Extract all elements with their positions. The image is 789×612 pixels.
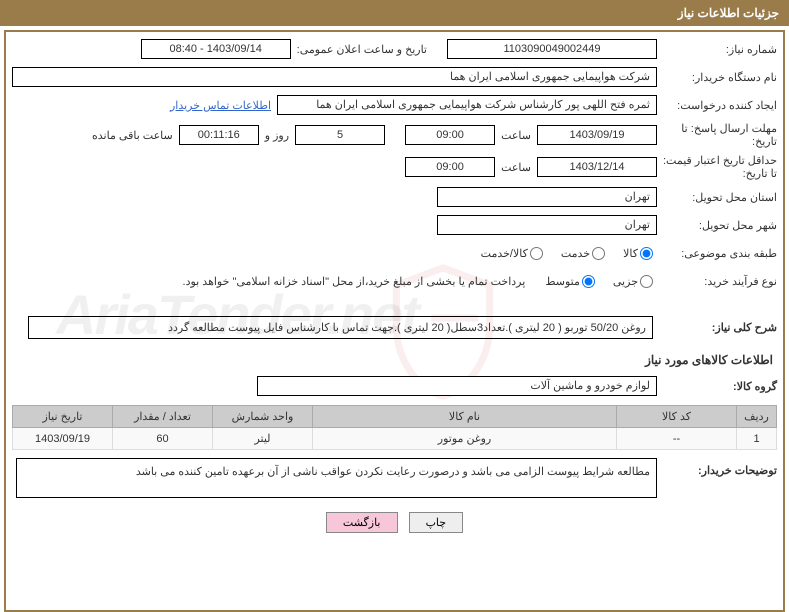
- label-proc-medium: متوسط: [545, 275, 580, 288]
- field-need-no: 1103090049002449: [447, 39, 657, 59]
- label-cat-service: خدمت: [561, 247, 590, 260]
- th-name: نام کالا: [313, 406, 617, 428]
- cell-code: --: [617, 428, 737, 450]
- row-category: طبقه بندی موضوعی: کالا خدمت کالا/خدمت: [12, 242, 777, 264]
- cell-name: روغن موتور: [313, 428, 617, 450]
- label-goods-group: گروه کالا:: [657, 380, 777, 393]
- cell-qty: 60: [113, 428, 213, 450]
- label-cat-goods: کالا: [623, 247, 638, 260]
- label-hour-2: ساعت: [501, 161, 531, 174]
- row-buyer-notes: توضیحات خریدار: مطالعه شرایط پیوست الزام…: [12, 458, 777, 498]
- print-button[interactable]: چاپ: [409, 512, 464, 533]
- field-requester: ثمره فتح اللهی پور کارشناس شرکت هواپیمای…: [277, 95, 657, 115]
- label-cat-both: کالا/خدمت: [481, 247, 528, 260]
- label-validity: حداقل تاریخ اعتبار قیمت: تا تاریخ:: [657, 154, 777, 180]
- table-row: 1 -- روغن موتور لیتر 60 1403/09/19: [13, 428, 777, 450]
- field-reply-time: 09:00: [405, 125, 495, 145]
- label-remaining: ساعت باقی مانده: [92, 129, 173, 142]
- field-buyer-org: شرکت هواپیمایی جمهوری اسلامی ایران هما: [12, 67, 657, 87]
- button-row: چاپ بازگشت: [12, 512, 777, 533]
- row-reply-deadline: مهلت ارسال پاسخ: تا تاریخ: 1403/09/19 سا…: [12, 122, 777, 148]
- back-button[interactable]: بازگشت: [326, 512, 398, 533]
- th-code: کد کالا: [617, 406, 737, 428]
- goods-table: ردیف کد کالا نام کالا واحد شمارش تعداد /…: [12, 405, 777, 450]
- row-need-no: شماره نیاز: 1103090049002449 تاریخ و ساع…: [12, 38, 777, 60]
- field-goods-group: لوازم خودرو و ماشین آلات: [257, 376, 657, 396]
- row-province: استان محل تحویل: تهران: [12, 186, 777, 208]
- row-validity: حداقل تاریخ اعتبار قیمت: تا تاریخ: 1403/…: [12, 154, 777, 180]
- link-buyer-contact[interactable]: اطلاعات تماس خریدار: [170, 99, 271, 112]
- label-need-no: شماره نیاز:: [657, 43, 777, 56]
- field-validity-time: 09:00: [405, 157, 495, 177]
- radio-medium[interactable]: [582, 275, 595, 288]
- radio-both[interactable]: [530, 247, 543, 260]
- field-province: تهران: [437, 187, 657, 207]
- field-buyer-notes: مطالعه شرایط پیوست الزامی می باشد و درصو…: [16, 458, 657, 498]
- row-summary: شرح کلی نیاز: روغن 50/20 توربو ( 20 لیتر…: [12, 316, 777, 339]
- section-goods-info: اطلاعات کالاهای مورد نیاز: [16, 353, 773, 367]
- label-proc-type: نوع فرآیند خرید:: [657, 275, 777, 288]
- field-remain-time: 00:11:16: [179, 125, 259, 145]
- label-buyer-notes: توضیحات خریدار:: [657, 458, 777, 498]
- label-province: استان محل تحویل:: [657, 191, 777, 204]
- label-requester: ایجاد کننده درخواست:: [657, 99, 777, 112]
- pay-note: پرداخت تمام یا بخشی از مبلغ خرید،از محل …: [183, 275, 526, 288]
- field-announce-dt: 1403/09/14 - 08:40: [141, 39, 291, 59]
- header-title: جزئیات اطلاعات نیاز: [678, 6, 779, 20]
- label-announce-dt: تاریخ و ساعت اعلان عمومی:: [297, 43, 427, 56]
- label-day-and: روز و: [265, 129, 289, 142]
- cell-unit: لیتر: [213, 428, 313, 450]
- field-reply-date: 1403/09/19: [537, 125, 657, 145]
- row-goods-group: گروه کالا: لوازم خودرو و ماشین آلات: [12, 375, 777, 397]
- th-unit: واحد شمارش: [213, 406, 313, 428]
- label-proc-partial: جزیی: [613, 275, 638, 288]
- table-header-row: ردیف کد کالا نام کالا واحد شمارش تعداد /…: [13, 406, 777, 428]
- cell-need-date: 1403/09/19: [13, 428, 113, 450]
- th-need-date: تاریخ نیاز: [13, 406, 113, 428]
- cell-row: 1: [737, 428, 777, 450]
- row-requester: ایجاد کننده درخواست: ثمره فتح اللهی پور …: [12, 94, 777, 116]
- main-panel: AriaTender.net شماره نیاز: 1103090049002…: [4, 30, 785, 612]
- row-buyer-org: نام دستگاه خریدار: شرکت هواپیمایی جمهوری…: [12, 66, 777, 88]
- th-qty: تعداد / مقدار: [113, 406, 213, 428]
- label-hour-1: ساعت: [501, 129, 531, 142]
- label-city: شهر محل تحویل:: [657, 219, 777, 232]
- radio-partial[interactable]: [640, 275, 653, 288]
- field-summary: روغن 50/20 توربو ( 20 لیتری ).تعداد3سطل(…: [28, 316, 653, 339]
- header-bar: جزئیات اطلاعات نیاز: [0, 0, 789, 26]
- label-buyer-org: نام دستگاه خریدار:: [657, 71, 777, 84]
- row-city: شهر محل تحویل: تهران: [12, 214, 777, 236]
- label-category: طبقه بندی موضوعی:: [657, 247, 777, 260]
- radio-service[interactable]: [592, 247, 605, 260]
- radio-goods[interactable]: [640, 247, 653, 260]
- label-summary: شرح کلی نیاز:: [657, 321, 777, 334]
- label-reply-deadline: مهلت ارسال پاسخ: تا تاریخ:: [657, 122, 777, 148]
- field-city: تهران: [437, 215, 657, 235]
- th-row: ردیف: [737, 406, 777, 428]
- field-validity-date: 1403/12/14: [537, 157, 657, 177]
- field-remain-days: 5: [295, 125, 385, 145]
- row-proc-type: نوع فرآیند خرید: جزیی متوسط پرداخت تمام …: [12, 270, 777, 292]
